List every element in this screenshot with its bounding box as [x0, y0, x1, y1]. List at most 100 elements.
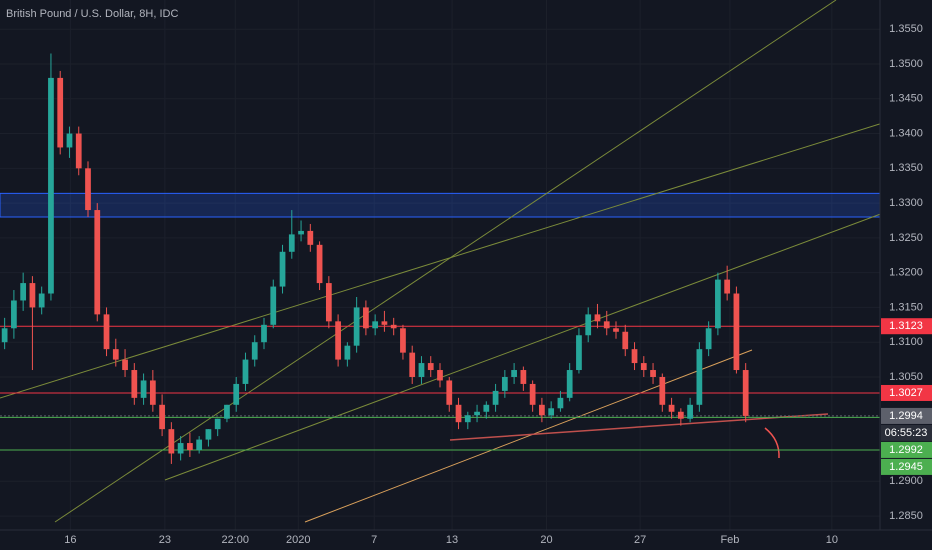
candle-body: [48, 77, 54, 294]
candle-body: [705, 328, 712, 350]
x-tick-label: 23: [159, 534, 171, 546]
price-axis: [880, 0, 932, 550]
candle-body: [335, 321, 341, 360]
candle-body: [288, 234, 295, 252]
y-tick-label: 1.3450: [889, 93, 923, 105]
candle-body: [539, 404, 545, 416]
candle-body: [696, 349, 703, 405]
candle-body: [400, 328, 406, 353]
candle-body: [233, 383, 240, 405]
candle-body: [418, 363, 425, 377]
candle-body: [566, 370, 573, 398]
candle-body: [325, 283, 332, 322]
candle-body: [585, 314, 592, 336]
price-tag-label: 1.2994: [889, 410, 923, 422]
candle-body: [38, 293, 45, 308]
x-tick-label: 7: [371, 534, 377, 546]
candle-body: [11, 300, 17, 329]
x-tick-label: 27: [634, 534, 646, 546]
candle-body: [20, 283, 27, 301]
candle-body: [94, 210, 101, 315]
countdown: 06:55:23: [885, 427, 928, 439]
price-tag-label: 1.3027: [889, 387, 923, 399]
x-tick-label: Feb: [720, 534, 739, 546]
candle-body: [724, 279, 731, 294]
candle-body: [474, 411, 480, 416]
candle-body: [677, 411, 684, 419]
candle-body: [529, 383, 536, 405]
candle-body: [344, 345, 351, 360]
price-tag: [881, 384, 932, 401]
y-tick-label: 1.3050: [889, 371, 923, 383]
x-tick-label: 13: [446, 534, 458, 546]
y-tick-label: 1.3100: [889, 336, 923, 348]
y-tick-label: 1.3550: [889, 23, 923, 35]
zone: [0, 192, 881, 218]
price-tag: [881, 318, 932, 335]
candle-body: [363, 307, 369, 329]
candle-body: [613, 328, 619, 332]
candle-body: [631, 349, 638, 364]
candle-body: [594, 314, 601, 322]
x-tick-label: 10: [826, 534, 838, 546]
candle-body: [103, 314, 110, 350]
y-tick-label: 1.2900: [889, 475, 923, 487]
candle-body: [279, 251, 286, 287]
axes: 1.2850 1.2900 1.3050 1.3100 1.3150 1.3200 1.32…: [64, 23, 932, 546]
candle-body: [557, 397, 564, 409]
candle-body: [353, 307, 360, 346]
candle-body: [122, 359, 128, 371]
x-tick-label: 16: [64, 534, 76, 546]
candle-body: [455, 404, 462, 423]
x-tick-label: 2020: [286, 534, 310, 546]
candle-body: [214, 418, 221, 430]
channel-line: [0, 121, 887, 399]
countdown-tag: [881, 424, 932, 441]
chart-title: British Pound / U.S. Dollar, 8H, IDC: [6, 8, 178, 20]
x-tick-label: 20: [540, 534, 552, 546]
candle-body: [85, 168, 91, 211]
candle-body: [409, 352, 416, 377]
candle-body: [1, 328, 8, 343]
candle-body: [140, 380, 147, 398]
y-tick-label: 1.3250: [889, 232, 923, 244]
y-tick-label: 1.3300: [889, 197, 923, 209]
candles: [1, 53, 749, 464]
candle-body: [298, 230, 304, 235]
price-tag: [881, 458, 932, 475]
candle-body: [29, 283, 36, 308]
candle-body: [511, 370, 517, 377]
candle-body: [742, 370, 749, 416]
candle-body: [464, 415, 471, 423]
candle-body: [307, 230, 314, 245]
candle-body: [715, 279, 721, 329]
y-tick-label: 1.3200: [889, 267, 923, 279]
candle-body: [168, 429, 175, 454]
candle-body: [187, 443, 193, 451]
price-tag: [881, 407, 932, 424]
candle-body: [520, 370, 527, 384]
candle-body: [576, 335, 582, 371]
price-tag: [881, 441, 932, 458]
candle-body: [668, 404, 675, 412]
candle-body: [261, 324, 267, 343]
candle-body: [75, 133, 82, 169]
candle-body: [270, 286, 277, 325]
candle-body: [251, 342, 258, 360]
candle-body: [437, 370, 443, 381]
trend-line: [304, 349, 753, 523]
candle-body: [57, 77, 64, 148]
candle-body: [242, 359, 249, 384]
candle-body: [603, 321, 610, 329]
x-tick-label: 22:00: [222, 534, 250, 546]
candle-body: [548, 408, 555, 416]
candle-body: [205, 429, 212, 440]
candle-body: [149, 380, 156, 405]
candle-body: [640, 363, 647, 371]
candle-body: [483, 404, 490, 412]
candle-body: [381, 321, 388, 325]
y-tick-label: 1.3400: [889, 127, 923, 139]
candle-body: [622, 331, 629, 350]
candle-body: [316, 244, 323, 284]
